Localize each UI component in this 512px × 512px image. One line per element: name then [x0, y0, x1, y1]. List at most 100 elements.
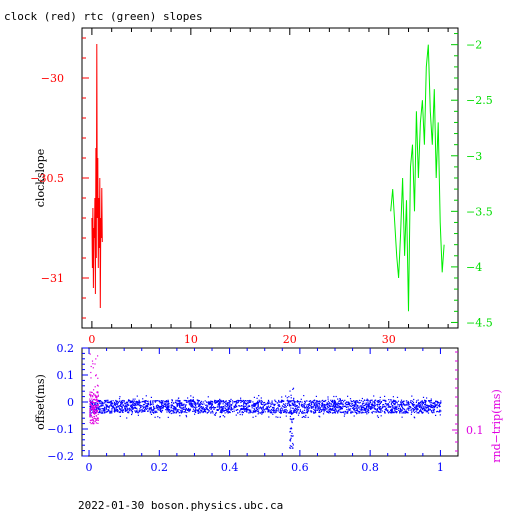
- offset-point: [239, 399, 242, 402]
- offset-point: [168, 409, 170, 411]
- offset-point: [353, 402, 355, 404]
- offset-point: [249, 410, 251, 412]
- offset-point: [322, 399, 324, 401]
- offset-point: [405, 411, 407, 413]
- offset-point: [425, 411, 427, 413]
- offset-point: [351, 401, 353, 403]
- offset-point: [233, 401, 235, 403]
- offset-point: [194, 409, 196, 411]
- offset-point: [249, 400, 251, 402]
- offset-point: [372, 401, 374, 403]
- offset-point: [242, 399, 244, 402]
- offset-point: [289, 390, 291, 392]
- offset-point: [329, 409, 331, 411]
- offset-point: [426, 411, 429, 413]
- offset-point: [192, 403, 194, 405]
- offset-point: [339, 406, 341, 408]
- offset-point: [228, 403, 230, 405]
- offset-point: [369, 400, 371, 402]
- offset-point: [237, 409, 239, 411]
- offset-point: [194, 403, 196, 405]
- offset-point: [291, 402, 293, 404]
- offset-point: [330, 400, 333, 403]
- offset-point: [376, 400, 378, 402]
- rndtrip-point: [89, 398, 91, 400]
- offset-point: [335, 403, 338, 405]
- rndtrip-point: [94, 407, 96, 409]
- offset-point: [190, 404, 192, 406]
- offset-point: [315, 406, 317, 408]
- offset-point: [222, 415, 224, 417]
- offset-point: [285, 406, 287, 408]
- offset-point: [417, 404, 419, 406]
- rndtrip-point: [90, 401, 92, 403]
- offset-point: [261, 408, 263, 411]
- offset-point: [188, 411, 190, 413]
- offset-point: [315, 400, 317, 402]
- offset-point: [240, 397, 242, 399]
- offset-point: [260, 412, 262, 414]
- offset-point: [393, 408, 396, 410]
- offset-point: [344, 403, 346, 405]
- offset-point: [426, 404, 428, 407]
- offset-point: [114, 411, 116, 413]
- offset-point: [289, 415, 291, 418]
- offset-point: [163, 403, 165, 405]
- offset-point: [288, 402, 290, 404]
- offset-point: [227, 404, 229, 406]
- offset-point: [194, 410, 196, 412]
- offset-point: [425, 402, 427, 404]
- offset-point: [320, 410, 323, 412]
- offset-point: [271, 408, 273, 411]
- offset-point: [272, 407, 274, 409]
- offset-point: [212, 401, 214, 403]
- offset-point: [106, 411, 108, 413]
- offset-point: [291, 421, 293, 424]
- offset-point: [333, 402, 336, 404]
- offset-point: [339, 407, 341, 409]
- offset-point: [250, 400, 252, 402]
- offset-point: [438, 402, 440, 404]
- offset-point: [343, 415, 345, 417]
- offset-point: [340, 407, 342, 409]
- offset-point: [102, 412, 104, 414]
- offset-point: [313, 412, 315, 414]
- offset-point: [166, 405, 168, 407]
- offset-point: [439, 403, 441, 405]
- offset-point: [286, 397, 288, 399]
- offset-point: [136, 407, 138, 409]
- offset-point: [154, 410, 156, 412]
- offset-point: [343, 412, 345, 414]
- offset-point: [191, 401, 193, 403]
- offset-point: [141, 411, 143, 413]
- offset-point: [343, 405, 345, 407]
- rndtrip-point: [90, 413, 92, 415]
- offset-point: [201, 403, 203, 405]
- offset-point: [417, 399, 419, 401]
- offset-point: [339, 403, 341, 405]
- rndtrip-point: [89, 408, 91, 410]
- offset-point: [371, 407, 373, 409]
- offset-point: [220, 406, 223, 408]
- offset-point: [247, 408, 249, 410]
- offset-point: [337, 411, 339, 413]
- offset-point: [258, 395, 260, 397]
- offset-point: [138, 404, 140, 406]
- rndtrip-point: [91, 419, 93, 421]
- offset-point: [224, 416, 226, 418]
- offset-point: [131, 410, 133, 413]
- offset-point: [292, 388, 294, 390]
- offset-point: [373, 403, 375, 405]
- offset-point: [431, 407, 434, 409]
- offset-point: [230, 406, 232, 408]
- offset-point: [290, 407, 292, 409]
- offset-point: [293, 399, 295, 401]
- top-x-tick-label: 10: [184, 333, 198, 346]
- offset-point: [396, 401, 398, 403]
- offset-point: [431, 404, 433, 407]
- offset-point: [302, 412, 304, 414]
- offset-point: [428, 400, 430, 402]
- offset-point: [350, 412, 352, 414]
- footer-text: 2022-01-30 boson.physics.ubc.ca: [78, 499, 283, 512]
- offset-point: [315, 395, 317, 397]
